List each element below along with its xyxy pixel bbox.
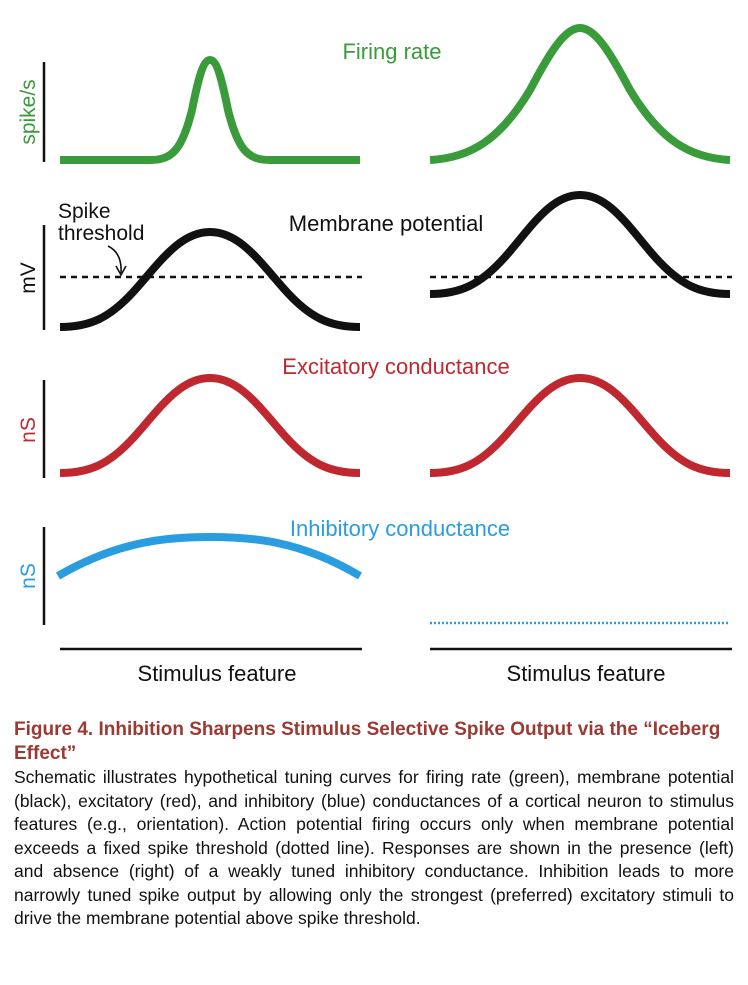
x-axis-label-right: Stimulus feature — [507, 661, 666, 686]
firing-rate-title: Firing rate — [342, 39, 441, 64]
membrane-potential-title: Membrane potential — [289, 211, 483, 236]
spike-threshold-label-line1: Spike — [58, 200, 111, 223]
membrane-potential-curve-right — [429, 191, 731, 298]
caption-body: Schematic illustrates hypothetical tunin… — [14, 767, 734, 928]
membrane-potential-y-axis: mV — [17, 225, 46, 330]
x-axis-label-left: Stimulus feature — [138, 661, 297, 686]
firing-rate-y-axis: spike/s — [17, 62, 46, 162]
excitatory-curve-right — [429, 374, 731, 477]
membrane-potential-curve-left — [59, 228, 361, 331]
spike-threshold-label-line2: threshold — [58, 222, 144, 245]
firing-rate-curve-right — [429, 24, 731, 164]
membrane-potential-ylabel: mV — [17, 262, 40, 294]
caption-title: Figure 4. Inhibition Sharpens Stimulus S… — [14, 719, 721, 764]
figure-caption: Figure 4. Inhibition Sharpens Stimulus S… — [14, 718, 734, 931]
firing-rate-curve-left — [60, 56, 360, 164]
excitatory-ylabel: nS — [17, 417, 40, 443]
spike-threshold-arrow — [107, 245, 122, 274]
firing-rate-ylabel: spike/s — [17, 79, 40, 144]
inhibitory-curve-left — [55, 533, 363, 580]
inhibitory-ylabel: nS — [17, 563, 40, 589]
excitatory-y-axis: nS — [17, 380, 46, 478]
inhibitory-y-axis: nS — [17, 527, 46, 625]
iceberg-effect-figure: Firing rate spike/s Membrane potential S… — [17, 24, 732, 686]
excitatory-conductance-title: Excitatory conductance — [282, 354, 509, 379]
spike-threshold-arrowhead — [115, 265, 127, 277]
inhibitory-conductance-title: Inhibitory conductance — [290, 516, 510, 541]
excitatory-curve-left — [59, 374, 361, 477]
